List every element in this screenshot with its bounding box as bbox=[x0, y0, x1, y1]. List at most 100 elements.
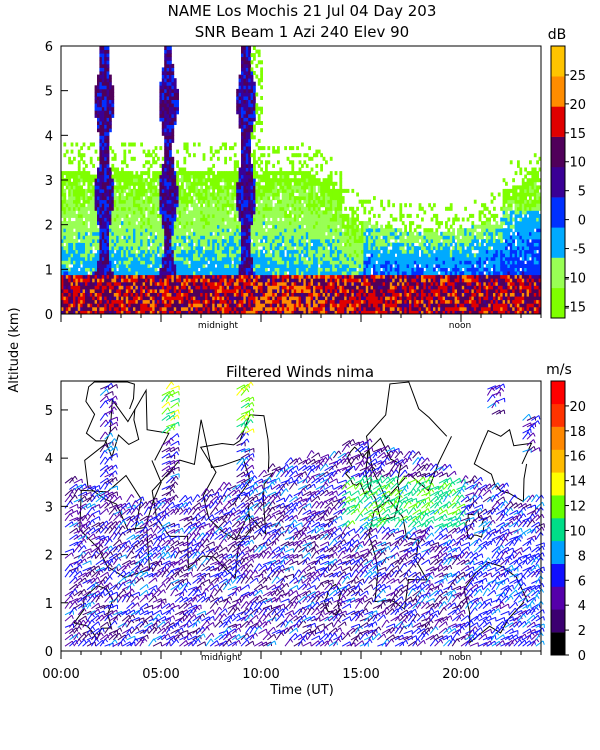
snr-cell bbox=[224, 292, 227, 297]
snr-cell bbox=[183, 264, 187, 268]
snr-cell bbox=[265, 264, 268, 268]
snr-cell bbox=[243, 235, 247, 240]
snr-cell bbox=[229, 289, 232, 293]
snr-cell bbox=[70, 181, 74, 186]
snr-cell bbox=[173, 206, 177, 211]
snr-cell bbox=[166, 253, 170, 258]
snr-cell bbox=[178, 274, 182, 279]
snr-cell bbox=[205, 296, 208, 301]
snr-cell bbox=[277, 246, 280, 251]
snr-cell bbox=[188, 303, 191, 308]
snr-cell bbox=[322, 203, 326, 208]
snr-cell bbox=[236, 224, 239, 229]
snr-cell bbox=[97, 110, 100, 115]
snr-cell bbox=[75, 231, 79, 236]
snr-cell bbox=[77, 253, 81, 258]
snr-cell bbox=[106, 106, 110, 111]
snr-cell bbox=[173, 249, 177, 254]
snr-cell bbox=[238, 224, 242, 229]
snr-cell bbox=[171, 278, 175, 283]
snr-cell bbox=[77, 281, 81, 286]
snr-cell bbox=[94, 292, 98, 297]
snr-cell bbox=[269, 303, 273, 308]
snr-cell bbox=[181, 267, 184, 272]
snr-cell bbox=[214, 213, 218, 218]
snr-cell bbox=[89, 253, 93, 258]
snr-cell bbox=[80, 285, 83, 290]
snr-cell bbox=[253, 196, 256, 201]
snr-cell bbox=[253, 88, 256, 93]
snr-cell bbox=[212, 281, 215, 286]
snr-cell bbox=[193, 188, 196, 193]
figure-subtitle: SNR Beam 1 Azi 240 Elev 90 bbox=[195, 23, 409, 41]
snr-cell bbox=[269, 274, 273, 279]
snr-cell bbox=[99, 253, 103, 258]
snr-cell bbox=[99, 278, 103, 283]
snr-cell bbox=[195, 260, 199, 265]
snr-cell bbox=[241, 281, 244, 286]
snr-cell bbox=[152, 217, 155, 222]
snr-cell bbox=[106, 217, 110, 222]
snr-cell bbox=[101, 246, 105, 251]
snr-cell bbox=[279, 303, 283, 308]
snr-cell bbox=[113, 203, 117, 208]
snr-cell bbox=[171, 138, 175, 143]
snr-cell bbox=[298, 171, 302, 176]
snr-cell bbox=[113, 239, 117, 243]
snr-cell bbox=[183, 267, 187, 272]
snr-cell bbox=[128, 310, 131, 315]
snr-cell bbox=[262, 289, 266, 293]
snr-cell bbox=[281, 181, 285, 186]
snr-cell bbox=[181, 199, 184, 204]
snr-cell bbox=[286, 267, 290, 272]
snr-cell bbox=[89, 249, 93, 254]
snr-cell bbox=[140, 178, 143, 183]
snr-cell bbox=[121, 306, 124, 311]
snr-cell bbox=[250, 88, 254, 93]
snr-cell bbox=[243, 306, 247, 311]
snr-cell bbox=[190, 231, 194, 236]
snr-cell bbox=[205, 235, 208, 240]
snr-cell bbox=[224, 199, 227, 204]
snr-cell bbox=[99, 156, 103, 161]
snr-cell bbox=[226, 285, 230, 290]
snr-cell bbox=[173, 110, 177, 115]
snr-cell bbox=[200, 231, 203, 236]
snr-cell bbox=[116, 278, 119, 283]
snr-cell bbox=[101, 185, 105, 190]
snr-cell bbox=[250, 274, 254, 279]
snr-cell bbox=[118, 281, 122, 286]
snr-cell bbox=[123, 210, 127, 215]
snr-cell bbox=[317, 206, 321, 211]
snr-cell bbox=[106, 185, 110, 190]
snr-cell bbox=[241, 174, 244, 179]
snr-cell bbox=[99, 160, 103, 165]
snr-cell bbox=[291, 206, 295, 211]
snr-cell bbox=[274, 260, 278, 265]
snr-cell bbox=[176, 149, 179, 154]
snr-cell bbox=[75, 249, 79, 254]
snr-cell bbox=[245, 221, 249, 226]
snr-cell bbox=[202, 196, 206, 201]
snr-cell bbox=[111, 196, 115, 201]
snr-cell bbox=[267, 260, 271, 265]
snr-cell bbox=[190, 188, 194, 193]
snr-cell bbox=[202, 285, 206, 290]
snr-cell bbox=[241, 256, 244, 261]
snr-cell bbox=[159, 239, 163, 243]
snr-cell bbox=[169, 110, 172, 115]
snr-cell bbox=[202, 274, 206, 279]
snr-cell bbox=[284, 192, 287, 197]
snr-cell bbox=[310, 256, 314, 261]
snr-cell bbox=[236, 192, 239, 197]
snr-cell bbox=[298, 185, 302, 190]
snr-cell bbox=[130, 192, 134, 197]
snr-cell bbox=[200, 217, 203, 222]
snr-cell bbox=[195, 253, 199, 258]
snr-cell bbox=[171, 228, 175, 233]
snr-cell bbox=[296, 271, 299, 276]
snr-cell bbox=[149, 267, 153, 272]
snr-cell bbox=[94, 256, 98, 261]
snr-cell bbox=[171, 167, 175, 172]
snr-cell bbox=[164, 221, 167, 226]
